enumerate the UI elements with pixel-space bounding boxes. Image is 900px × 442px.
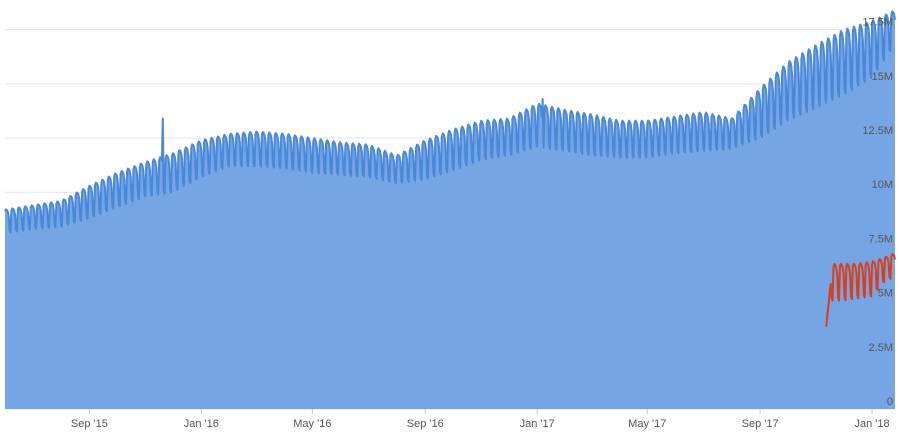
series-layer xyxy=(4,10,896,409)
series-line-0 xyxy=(4,10,896,234)
y-tick-label: 5M xyxy=(878,288,893,300)
y-tick-label: 17.5M xyxy=(862,17,893,29)
x-tick-label: Jan '18 xyxy=(854,418,889,430)
y-tick-label: 12.5M xyxy=(862,125,893,137)
x-tick-label: Jan '16 xyxy=(184,418,219,430)
series-area-0 xyxy=(5,11,895,409)
y-tick-label: 7.5M xyxy=(869,233,893,245)
x-tick-label: Sep '16 xyxy=(407,418,444,430)
x-tick-label: Sep '17 xyxy=(742,418,779,430)
x-tick-label: Sep '15 xyxy=(71,418,108,430)
x-tick-label: May '17 xyxy=(628,418,666,430)
x-tick-label: May '16 xyxy=(293,418,331,430)
x-axis-labels: Sep '15 Jan '16 May '16 Sep '16 Jan '17 May '… xyxy=(71,409,890,430)
y-tick-label: 2.5M xyxy=(869,342,893,354)
y-tick-label: 0 xyxy=(887,396,893,408)
y-tick-label: 10M xyxy=(872,179,893,191)
x-tick-label: Jan '17 xyxy=(520,418,555,430)
y-tick-label: 15M xyxy=(872,71,893,83)
y-axis-labels: 0 2.5M 5M 7.5M 10M 12.5M 15M 17.5M xyxy=(862,17,893,408)
series-line-1 xyxy=(825,253,896,327)
